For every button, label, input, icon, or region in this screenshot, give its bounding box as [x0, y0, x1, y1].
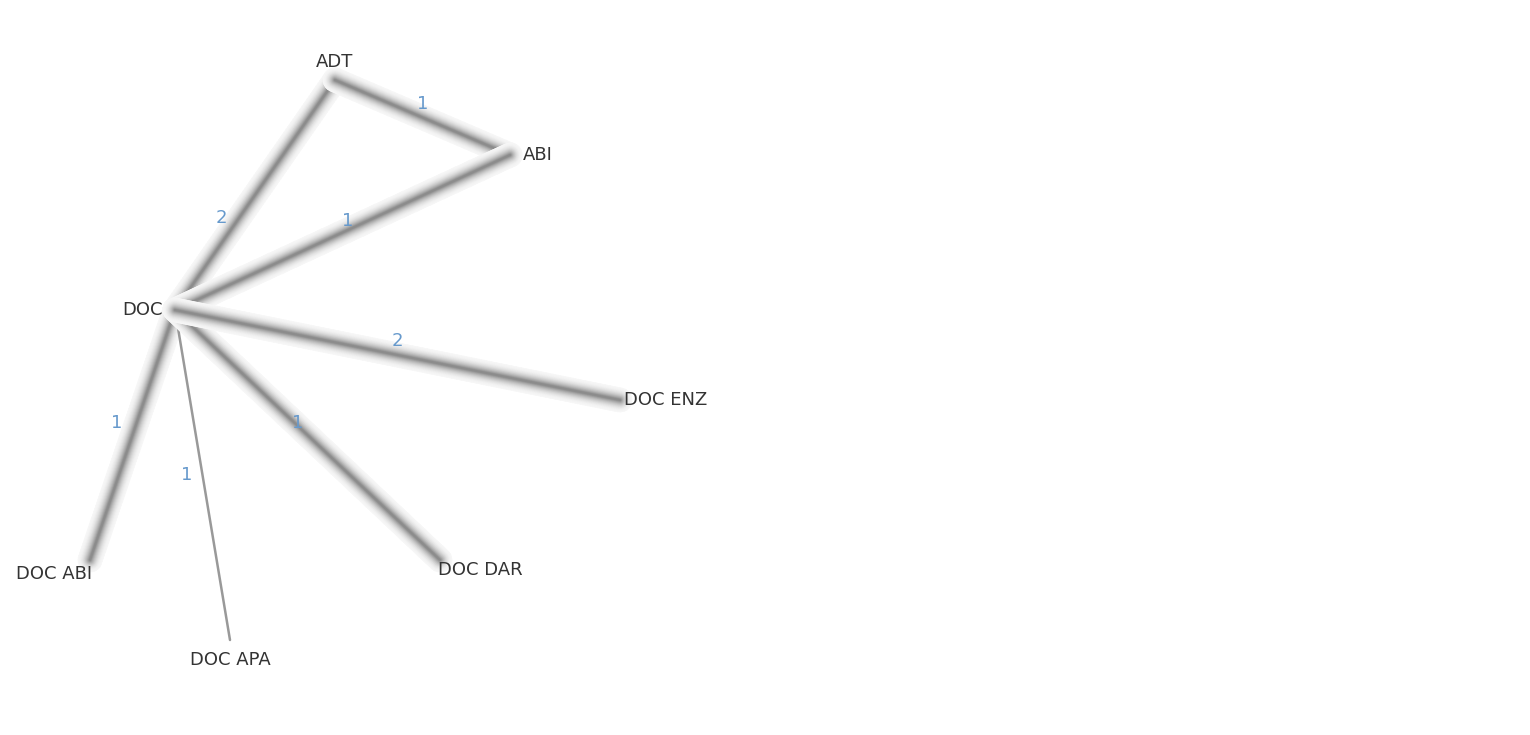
Text: 1: 1: [112, 414, 122, 431]
Text: DOC APA: DOC APA: [190, 651, 271, 669]
Text: DOC: DOC: [122, 301, 164, 319]
Text: 1: 1: [341, 212, 353, 229]
Text: DOC DAR: DOC DAR: [438, 561, 522, 579]
Text: DOC ABI: DOC ABI: [15, 565, 92, 583]
Text: 1: 1: [181, 466, 193, 484]
Text: 2: 2: [216, 209, 226, 227]
Text: ABI: ABI: [523, 146, 552, 164]
Text: 1: 1: [292, 414, 303, 432]
Text: DOC ENZ: DOC ENZ: [624, 391, 707, 409]
Text: 2: 2: [392, 332, 404, 350]
Text: ADT: ADT: [317, 53, 353, 71]
Text: 1: 1: [416, 95, 428, 112]
